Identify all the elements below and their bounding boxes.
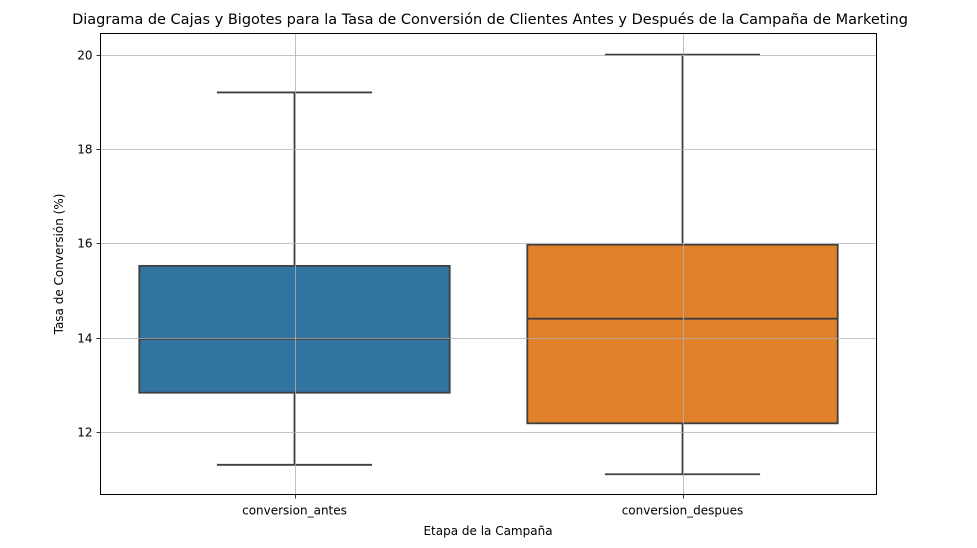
y-tick-label: 16 <box>77 237 92 251</box>
x-axis-ticks: conversion_antes conversion_despues <box>242 494 744 518</box>
box-conversion_antes <box>138 264 451 394</box>
y-tick-label: 12 <box>77 426 92 440</box>
y-axis-label: Tasa de Conversión (%) <box>52 194 66 336</box>
x-tick-label: conversion_despues <box>622 504 744 518</box>
y-axis-ticks: 12 14 16 18 20 <box>77 49 101 440</box>
grid-lines-overlay <box>100 33 877 495</box>
y-tick-label: 20 <box>77 49 92 63</box>
chart-title: Diagrama de Cajas y Bigotes para la Tasa… <box>72 12 908 28</box>
x-tick-label: conversion_antes <box>242 504 347 518</box>
x-axis-label: Etapa de la Campaña <box>423 524 552 538</box>
y-tick-label: 18 <box>77 143 92 157</box>
plot-area-frame <box>100 33 877 495</box>
boxes <box>138 53 839 476</box>
y-tick-label: 14 <box>77 332 92 346</box>
box-conversion_despues <box>526 243 839 425</box>
